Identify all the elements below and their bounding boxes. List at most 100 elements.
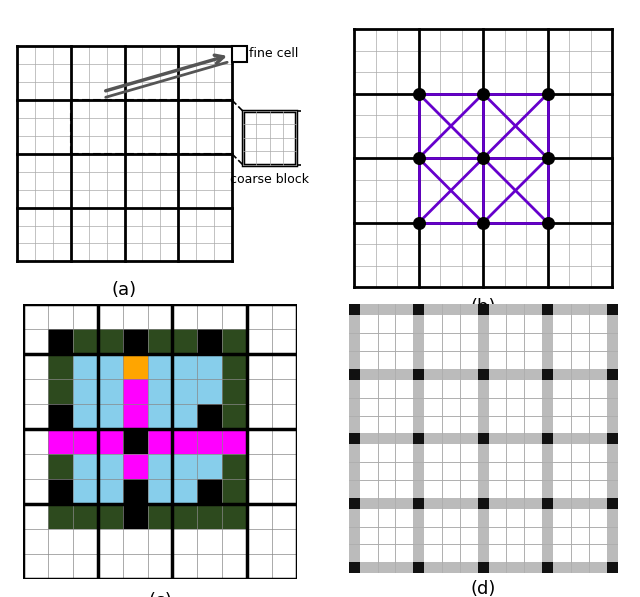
Bar — [273, 330, 298, 355]
Bar — [22, 304, 47, 330]
Bar — [248, 504, 273, 529]
Bar — [22, 429, 47, 454]
Bar — [273, 529, 298, 554]
Bar — [413, 369, 424, 380]
Bar — [223, 404, 248, 429]
Bar — [173, 379, 198, 404]
Bar — [173, 504, 198, 529]
Bar — [72, 554, 97, 579]
Bar — [349, 562, 360, 573]
Bar — [478, 433, 488, 444]
Bar — [349, 433, 618, 444]
Bar — [198, 454, 223, 479]
Bar — [173, 554, 198, 579]
Bar — [607, 369, 618, 380]
Bar — [122, 379, 147, 404]
Bar — [542, 433, 553, 444]
Bar — [122, 304, 147, 330]
Bar — [122, 355, 147, 379]
Bar — [22, 504, 47, 529]
Bar — [273, 454, 298, 479]
Point — [413, 153, 424, 163]
Bar — [173, 454, 198, 479]
Bar — [47, 355, 72, 379]
Text: fine cell: fine cell — [250, 47, 299, 60]
Bar — [72, 454, 97, 479]
Bar — [97, 379, 122, 404]
Bar — [147, 454, 173, 479]
Bar — [173, 330, 198, 355]
Bar — [248, 379, 273, 404]
Bar — [173, 355, 198, 379]
Bar — [273, 504, 298, 529]
Bar — [72, 529, 97, 554]
Text: coarse block: coarse block — [230, 173, 309, 186]
Bar — [198, 554, 223, 579]
Bar — [147, 330, 173, 355]
Bar — [248, 404, 273, 429]
Bar — [47, 404, 72, 429]
Bar — [349, 369, 618, 380]
Bar — [22, 379, 47, 404]
Bar — [273, 304, 298, 330]
Bar — [607, 304, 618, 315]
Bar — [173, 529, 198, 554]
Bar — [47, 529, 72, 554]
Bar — [542, 304, 553, 573]
Bar — [223, 379, 248, 404]
Bar — [198, 479, 223, 504]
Bar — [72, 330, 97, 355]
Point — [478, 218, 488, 227]
Bar — [349, 304, 618, 315]
Bar — [97, 479, 122, 504]
Bar — [542, 498, 553, 509]
Bar — [97, 504, 122, 529]
Bar — [607, 498, 618, 509]
Bar — [349, 562, 618, 573]
Bar — [223, 454, 248, 479]
Bar — [97, 454, 122, 479]
Bar — [349, 369, 360, 380]
Bar — [97, 404, 122, 429]
Bar — [97, 529, 122, 554]
Bar — [22, 554, 47, 579]
Bar — [349, 304, 360, 573]
Bar — [72, 379, 97, 404]
Bar — [47, 379, 72, 404]
Bar — [223, 429, 248, 454]
Bar — [72, 304, 97, 330]
Bar — [223, 355, 248, 379]
Bar — [47, 454, 72, 479]
Bar — [413, 562, 424, 573]
Bar — [72, 479, 97, 504]
Bar — [273, 404, 298, 429]
Bar — [248, 304, 273, 330]
Bar — [47, 504, 72, 529]
Bar — [542, 562, 553, 573]
Bar — [22, 454, 47, 479]
Bar — [147, 304, 173, 330]
Bar — [122, 404, 147, 429]
Bar — [478, 498, 488, 509]
Bar — [273, 479, 298, 504]
Bar — [248, 355, 273, 379]
Bar — [413, 498, 424, 509]
Bar — [173, 429, 198, 454]
Bar — [232, 47, 247, 61]
Bar — [47, 429, 72, 454]
Bar — [198, 304, 223, 330]
Bar — [147, 479, 173, 504]
Text: (a): (a) — [112, 281, 137, 298]
Bar — [47, 304, 72, 330]
Bar — [198, 529, 223, 554]
Bar — [122, 529, 147, 554]
Bar — [147, 429, 173, 454]
Point — [478, 89, 488, 99]
Bar — [542, 304, 553, 315]
Bar — [22, 529, 47, 554]
Bar — [122, 554, 147, 579]
Bar — [223, 304, 248, 330]
Bar — [223, 529, 248, 554]
Text: (d): (d) — [470, 580, 496, 597]
Bar — [607, 304, 618, 573]
